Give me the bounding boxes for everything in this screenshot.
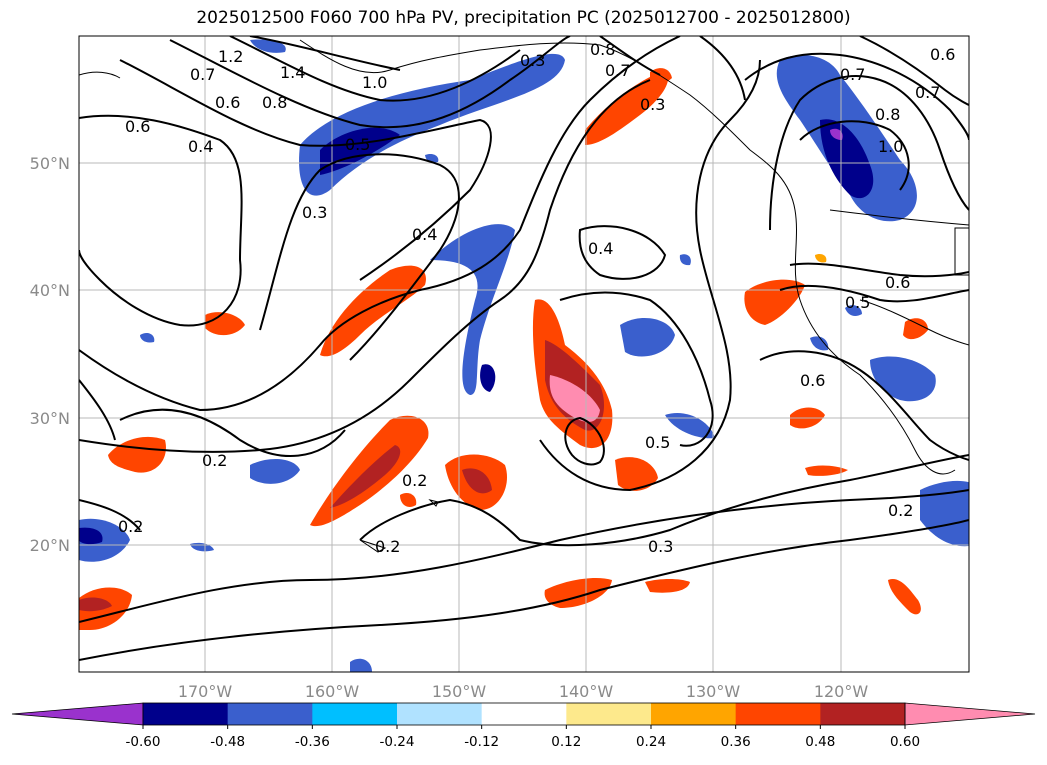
lon-tick-label: 160°W (305, 682, 360, 701)
lon-tick-labels: 170°W 160°W 150°W 140°W 130°W 120°W (178, 682, 869, 701)
contour-label: 0.2 (888, 501, 913, 520)
pv-contours (79, 36, 969, 661)
contour-label: 0.3 (648, 537, 673, 556)
colorbar-extend-max (904, 702, 1036, 726)
contour-label: 0.3 (302, 203, 327, 222)
contour-label: 0.6 (885, 273, 910, 292)
lon-tick-label: 120°W (814, 682, 869, 701)
colorbar-tick-label: -0.36 (295, 734, 330, 750)
lat-tick-label: 50°N (30, 154, 70, 173)
lon-tick-label: 130°W (686, 682, 741, 701)
contour-label: 1.2 (218, 47, 243, 66)
contour-label: 0.3 (640, 95, 665, 114)
colorbar-tick-label: 0.12 (551, 734, 581, 750)
contour-label: 0.7 (915, 83, 940, 102)
contour-label: 0.4 (188, 137, 213, 156)
colorbar: -0.60 -0.48 -0.36 -0.24 -0.12 0.12 0.24 0.36 0.4… (11, 702, 1036, 750)
lon-tick-label: 170°W (178, 682, 233, 701)
contour-label: 0.5 (845, 293, 870, 312)
contour-label: 1.0 (878, 137, 903, 156)
colorbar-tick-label: 0.60 (890, 734, 920, 750)
map-gridlines (79, 36, 969, 672)
lat-tick-labels: 50°N 40°N 30°N 20°N (30, 154, 70, 555)
colorbar-bin (566, 703, 652, 725)
lat-tick-label: 20°N (30, 536, 70, 555)
colorbar-bin (397, 703, 483, 725)
contour-label: 0.6 (215, 93, 240, 112)
lon-tick-label: 150°W (432, 682, 487, 701)
contour-label: 0.2 (202, 451, 227, 470)
colorbar-extend-min (11, 702, 144, 726)
contour-label: 0.6 (800, 371, 825, 390)
coastlines (79, 39, 969, 553)
colorbar-tick-label: 0.36 (721, 734, 751, 750)
contour-label: 0.7 (605, 61, 630, 80)
contour-label: 0.5 (645, 433, 670, 452)
colorbar-bin (820, 703, 906, 725)
colorbar-bin (735, 703, 821, 725)
colorbar-bin (312, 703, 398, 725)
colorbar-tick-label: -0.48 (210, 734, 245, 750)
contour-label: 0.8 (590, 40, 615, 59)
contour-label: 0.4 (588, 239, 613, 258)
lon-tick-label: 140°W (559, 682, 614, 701)
colorbar-bin (143, 703, 229, 725)
colorbar-tick-label: 0.48 (805, 734, 835, 750)
contour-label: 0.3 (520, 51, 545, 70)
map-frame (78, 35, 970, 673)
contour-label: 0.2 (118, 517, 143, 536)
contour-label: 0.7 (190, 65, 215, 84)
colorbar-tick-label: -0.24 (380, 734, 415, 750)
lat-tick-label: 30°N (30, 409, 70, 428)
contour-label: 1.0 (362, 73, 387, 92)
contour-label: 0.2 (402, 471, 427, 490)
lat-tick-label: 40°N (30, 281, 70, 300)
colorbar-bin (227, 703, 313, 725)
contour-label: 0.2 (375, 537, 400, 556)
contour-label: 0.5 (345, 135, 370, 154)
contour-label: 0.6 (125, 117, 150, 136)
contour-label: 0.8 (875, 105, 900, 124)
colorbar-tick-label: -0.60 (126, 734, 161, 750)
colorbar-tick-label: 0.24 (636, 734, 666, 750)
colorbar-bin (481, 703, 567, 725)
colorbar-tick-label: -0.12 (464, 734, 499, 750)
contour-label: 1.4 (280, 63, 305, 82)
contour-labels: 1.2 1.4 0.7 0.6 0.8 1.0 0.6 0.4 0.5 0.3 … (118, 40, 955, 556)
colorbar-outline (142, 702, 906, 726)
chart-title: 2025012500 F060 700 hPa PV, precipitatio… (196, 8, 851, 28)
contour-label: 0.6 (930, 45, 955, 64)
contour-label: 0.8 (262, 93, 287, 112)
contour-label: 0.7 (840, 65, 865, 84)
colorbar-bin (651, 703, 737, 725)
contour-label: 0.4 (412, 225, 437, 244)
